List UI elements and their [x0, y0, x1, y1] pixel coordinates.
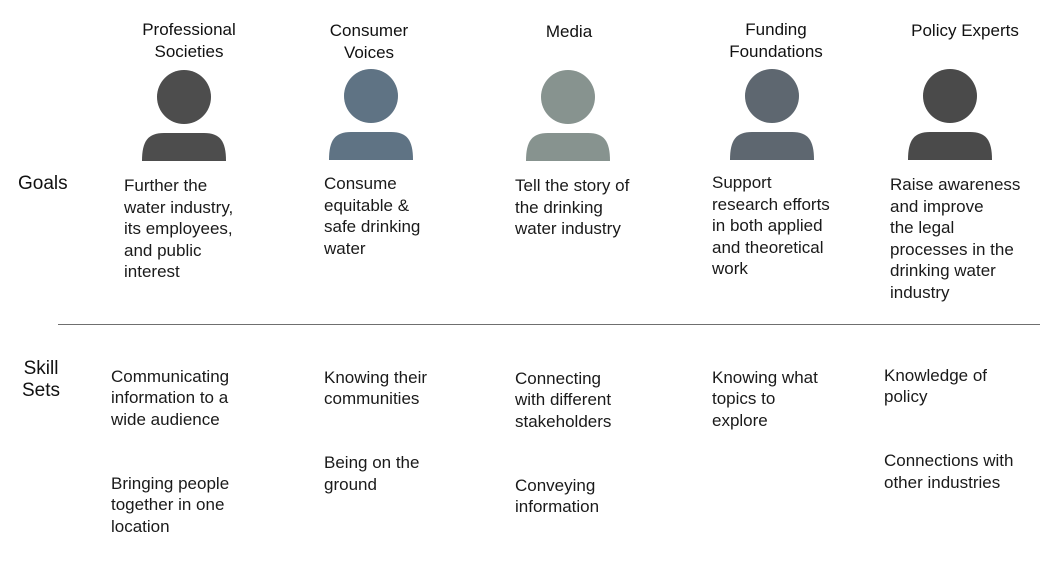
skill-sets-row-label: Skill Sets [22, 358, 61, 401]
person-icon [908, 68, 992, 160]
stakeholder-title-funding-foundations: Funding Foundations [729, 20, 823, 61]
skill-item: Knowing what topics to explore [712, 367, 818, 430]
person-icon [526, 69, 610, 161]
person-icon [730, 68, 814, 160]
skill-list-media: Connecting with different stakeholders C… [515, 346, 611, 560]
skill-item: Knowing their communities [324, 367, 428, 409]
goal-text-professional-societies: Further the water industry, its employee… [124, 176, 234, 281]
skill-item: Connections with other industries [884, 451, 1014, 492]
goals-row-label: Goals [18, 173, 68, 194]
stakeholder-title-professional-societies: Professional Societies [142, 20, 236, 61]
skill-item: Conveying information [515, 475, 600, 517]
stakeholder-title-policy-experts: Policy Experts [911, 21, 1019, 40]
goal-text-funding-foundations: Support research efforts in both applied… [712, 173, 830, 278]
goal-text-media: Tell the story of the drinking water ind… [515, 176, 630, 238]
skill-item: Being on the ground [324, 453, 420, 494]
skill-list-consumer-voices: Knowing their communities Being on the g… [324, 345, 427, 538]
section-divider [58, 324, 1040, 325]
skill-list-funding-foundations: Knowing what topics to explore [712, 345, 818, 474]
skill-list-policy-experts: Knowledge of policy Connections with oth… [884, 343, 1013, 536]
stakeholder-title-media: Media [545, 22, 593, 41]
stakeholder-title-consumer-voices: Consumer Voices [329, 21, 409, 62]
person-icon [329, 68, 413, 160]
skill-item: Communicating information to a wide audi… [111, 366, 230, 429]
skill-list-professional-societies: Communicating information to a wide audi… [111, 344, 229, 580]
goal-text-consumer-voices: Consume equitable & safe drinking water [324, 174, 421, 258]
skill-item: Connecting with different stakeholders [515, 368, 612, 431]
person-icon [142, 69, 226, 161]
skill-item: Bringing people together in one location [111, 473, 230, 536]
skill-item: Knowledge of policy [884, 365, 988, 407]
goal-text-policy-experts: Raise awareness and improve the legal pr… [890, 175, 1021, 302]
